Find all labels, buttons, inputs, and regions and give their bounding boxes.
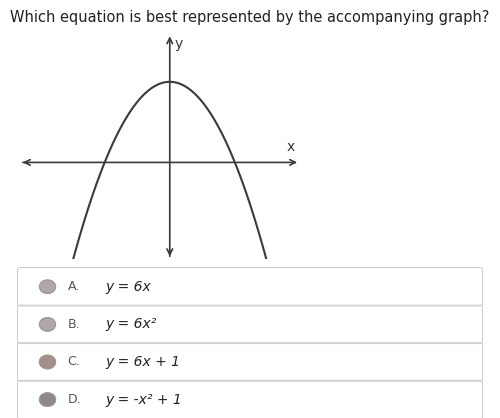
Text: D.: D. (68, 393, 81, 406)
Text: x: x (286, 140, 295, 154)
Text: y = 6x²: y = 6x² (105, 317, 156, 331)
Text: y = 6x: y = 6x (105, 280, 151, 294)
Text: Which equation is best represented by the accompanying graph?: Which equation is best represented by th… (10, 10, 490, 25)
Text: B.: B. (68, 318, 80, 331)
Text: A.: A. (68, 280, 80, 293)
Text: C.: C. (68, 355, 80, 369)
Text: y = -x² + 1: y = -x² + 1 (105, 393, 182, 407)
Text: y = 6x + 1: y = 6x + 1 (105, 355, 180, 369)
Text: y: y (174, 38, 182, 51)
